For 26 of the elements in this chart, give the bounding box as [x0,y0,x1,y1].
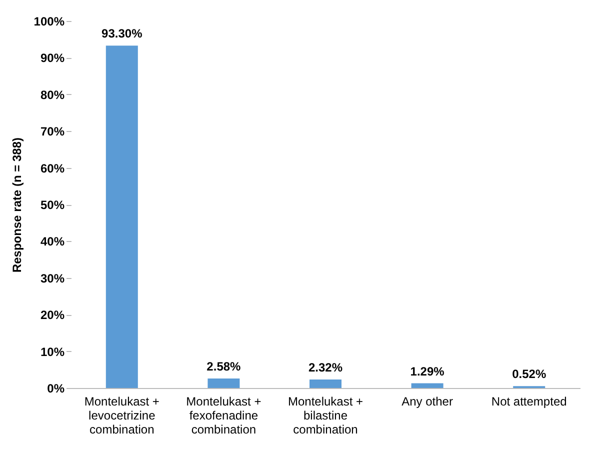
x-tick-label: Montelukast + bilastine combination [288,394,364,436]
y-tick-label: 40% [40,234,65,249]
y-tick-label: 0% [47,382,65,396]
x-tick-label: Montelukast + fexofenadine combination [186,394,262,436]
y-tick-label: 50% [40,198,65,212]
data-label: 93.30% [102,26,143,41]
bar [411,383,444,388]
x-tick-label: Not attempted [491,394,567,408]
data-label: 2.58% [206,360,242,374]
bar [106,46,138,388]
x-tick-label: Montelukast + levocetrizine combination [84,394,160,436]
y-tick-label: 30% [40,271,65,286]
y-tick-label: 70% [40,124,65,139]
bar [310,379,342,388]
y-tick-label: 80% [40,88,65,102]
y-tick-label: 10% [40,344,65,359]
data-label: 2.32% [308,360,343,374]
data-label: 1.29% [410,364,445,378]
y-axis-title: Response rate (n = 388) [10,137,24,273]
x-tick-label: Any other [402,394,453,408]
y-tick-label: 90% [40,51,65,66]
y-tick-label: 60% [40,161,65,176]
bar [208,378,240,388]
data-label: 0.52% [512,367,546,382]
y-tick-label: 100% [34,14,65,28]
y-tick-label: 20% [40,308,65,322]
